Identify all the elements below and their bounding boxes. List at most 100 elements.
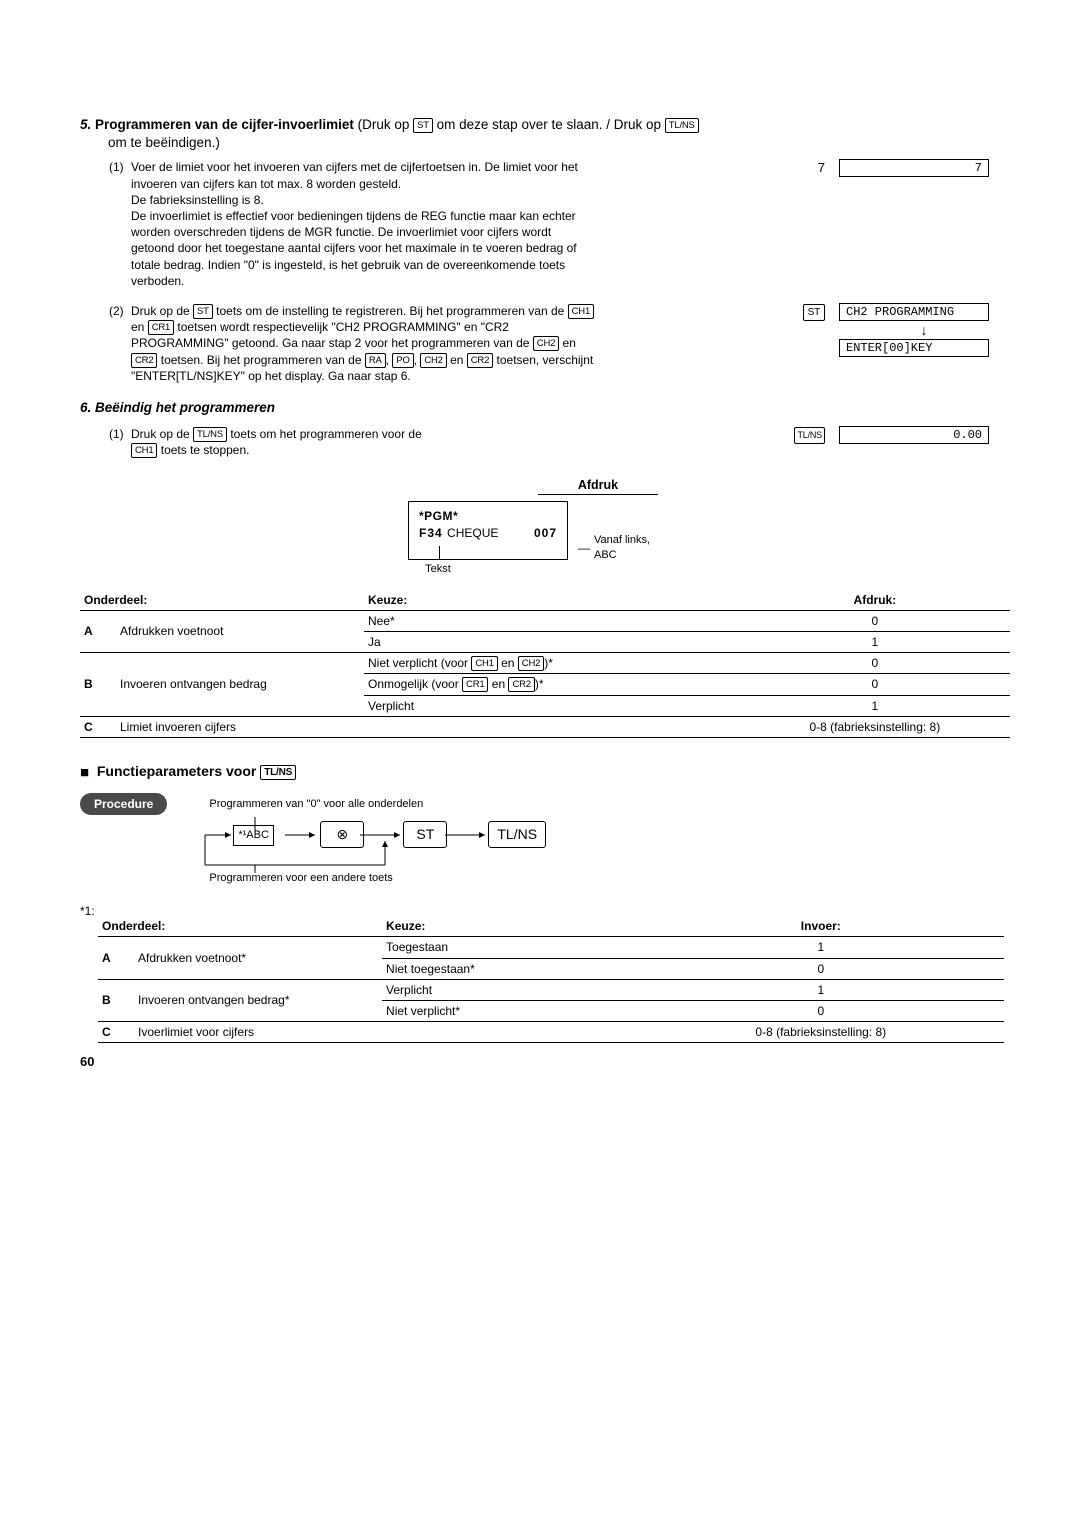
- t2-a-desc: Afdrukken voetnoot*: [134, 937, 382, 979]
- example3-lcd: 0.00: [839, 426, 989, 444]
- example1-key: 7: [785, 159, 825, 177]
- receipt-007: 007: [534, 525, 557, 541]
- section5-heading: 5. Programmeren van de cijfer-invoerlimi…: [80, 116, 1010, 152]
- afdruk-note: Vanaf links,ABC: [594, 533, 650, 563]
- tlns-key: TL/NS: [193, 427, 227, 442]
- table-row: B Invoeren ontvangen bedrag* Verplicht 1: [98, 979, 1004, 1000]
- table2: Onderdeel: Keuze: Invoer: A Afdrukken vo…: [98, 915, 1004, 1043]
- st-big-key: ST: [403, 821, 447, 848]
- p2b: toets om de instelling te registreren. B…: [213, 304, 568, 318]
- t2-b-v0: 1: [638, 979, 1004, 1000]
- example1-lcd: 7: [839, 159, 989, 177]
- procedure-badge: Procedure: [80, 793, 167, 815]
- t1-b-v2: 1: [740, 695, 1010, 716]
- example2-lcd2: ENTER[00]KEY: [839, 339, 989, 357]
- t2-b-k0: Verplicht: [382, 979, 638, 1000]
- cr1-key: CR1: [462, 677, 488, 692]
- ch2-key: CH2: [420, 353, 446, 368]
- p2c2: en: [559, 336, 576, 350]
- t2-b: B: [98, 979, 134, 1021]
- p2e: toetsen. Bij het programmeren van de: [157, 353, 364, 367]
- example2-lcd1: CH2 PROGRAMMING: [839, 303, 989, 321]
- example1-row: 7 7: [614, 159, 1009, 177]
- t1-b-k0: Niet verplicht (voor CH1 en CH2)*: [364, 653, 740, 674]
- p1-num: (1): [109, 159, 131, 289]
- ch1-key: CH1: [471, 656, 497, 671]
- tlns-key: TL/NS: [665, 118, 699, 133]
- t2-b-v1: 0: [638, 1000, 1004, 1021]
- procedure-row: Procedure Programmeren van "0" voor alle…: [80, 793, 1010, 889]
- section6-p1: (1) Druk op de TL/NS toets om het progra…: [108, 425, 1010, 459]
- flow-caption-top: Programmeren van "0" voor alle onderdele…: [209, 797, 423, 812]
- abc-box: *¹ABC: [233, 825, 274, 846]
- st-key: ST: [413, 118, 433, 133]
- table-row: A Afdrukken voetnoot Nee* 0: [80, 610, 1010, 631]
- t2-c: C: [98, 1022, 134, 1043]
- tlns-big-key: TL/NS: [488, 821, 546, 848]
- cr2-key: CR2: [508, 677, 534, 692]
- s6-p1-text: Druk op de TL/NS toets om het programmer…: [131, 426, 595, 458]
- p2a: Druk op de: [131, 304, 193, 318]
- t1-c-k0: [364, 716, 740, 737]
- section5-tail1: (Druk op: [354, 117, 413, 132]
- ch1-key: CH1: [568, 304, 594, 319]
- t2-h3: Invoer:: [638, 915, 1004, 937]
- receipt-line1: *PGM*: [419, 508, 557, 524]
- table-row: C Ivoerlimiet voor cijfers 0-8 (fabrieks…: [98, 1022, 1004, 1043]
- section5-num: 5.: [80, 117, 91, 132]
- procedure-flow: Programmeren van "0" voor alle onderdele…: [185, 797, 625, 889]
- x-key: ⊗: [320, 821, 364, 848]
- p2c1: en: [131, 320, 148, 334]
- t1-a-v0: 0: [740, 610, 1010, 631]
- func-title-text: Functieparameters voor: [97, 763, 260, 779]
- t1-a-v1: 1: [740, 631, 1010, 652]
- section5-tail2: om deze stap over te slaan. / Druk op: [433, 117, 665, 132]
- t1-b-v1: 0: [740, 674, 1010, 695]
- flow-caption-bot: Programmeren voor een andere toets: [209, 871, 392, 886]
- arrow-down-icon: ↓: [839, 323, 1009, 337]
- ch2-key: CH2: [533, 336, 559, 351]
- p1-text: Voer de limiet voor het invoeren van cij…: [131, 159, 595, 289]
- t2-a: A: [98, 937, 134, 979]
- t1-h2: Keuze:: [364, 589, 740, 611]
- t2-h1: Onderdeel:: [98, 915, 382, 937]
- t1-b-v0: 0: [740, 653, 1010, 674]
- t1-b-k1: Onmogelijk (voor CR1 en CR2)*: [364, 674, 740, 695]
- example2-st-key: ST: [803, 304, 825, 321]
- t1-a-k0: Nee*: [364, 610, 740, 631]
- s6b: toets om het programmeren voor de: [227, 427, 422, 441]
- t2-b-k1: Niet verplicht*: [382, 1000, 638, 1021]
- t2-a-v0: 1: [638, 937, 1004, 958]
- t2-b-desc: Invoeren ontvangen bedrag*: [134, 979, 382, 1021]
- po-key: PO: [392, 353, 413, 368]
- table1: Onderdeel: Keuze: Afdruk: A Afdrukken vo…: [80, 589, 1010, 738]
- t1-c-v0: 0-8 (fabrieksinstelling: 8): [740, 716, 1010, 737]
- table-row: B Invoeren ontvangen bedrag Niet verplic…: [80, 653, 1010, 674]
- t2-c-v0: 0-8 (fabrieksinstelling: 8): [638, 1022, 1004, 1043]
- example3-row: TL/NS 0.00: [614, 426, 1009, 444]
- connector-line: [439, 546, 440, 560]
- ch2-key: CH2: [518, 656, 544, 671]
- section6-title: 6. Beëindig het programmeren: [80, 399, 1010, 417]
- cr2-key: CR2: [131, 353, 157, 368]
- t2-a-v1: 0: [638, 958, 1004, 979]
- section5-tail3: om te beëindigen.): [108, 134, 1010, 152]
- t1-a-k1: Ja: [364, 631, 740, 652]
- receipt-f34: F34: [419, 526, 443, 540]
- section5-p2: (2) Druk op de ST toets om de instelling…: [108, 302, 1010, 385]
- table2-note: *1:: [80, 904, 95, 918]
- table-row: A Afdrukken voetnoot* Toegestaan 1: [98, 937, 1004, 958]
- section5-p1: (1) Voer de limiet voor het invoeren van…: [108, 158, 1010, 290]
- t2-c-desc: Ivoerlimiet voor cijfers: [134, 1022, 382, 1043]
- func-heading: ■ Functieparameters voor TL/NS: [80, 762, 1010, 783]
- table-row: C Limiet invoeren cijfers 0-8 (fabrieksi…: [80, 716, 1010, 737]
- t1-h3: Afdruk:: [740, 589, 1010, 611]
- t1-b-desc: Invoeren ontvangen bedrag: [116, 653, 364, 717]
- p2c3: en: [447, 353, 467, 367]
- t2-h2: Keuze:: [382, 915, 638, 937]
- connector-dash: —: [578, 540, 590, 556]
- afdruk-block: Afdruk *PGM* F34 CHEQUE 007 Tekst — Vana…: [408, 477, 1010, 576]
- example3-tlns-key: TL/NS: [794, 427, 825, 444]
- s6c: toets te stoppen.: [157, 443, 249, 457]
- s6a: Druk op de: [131, 427, 193, 441]
